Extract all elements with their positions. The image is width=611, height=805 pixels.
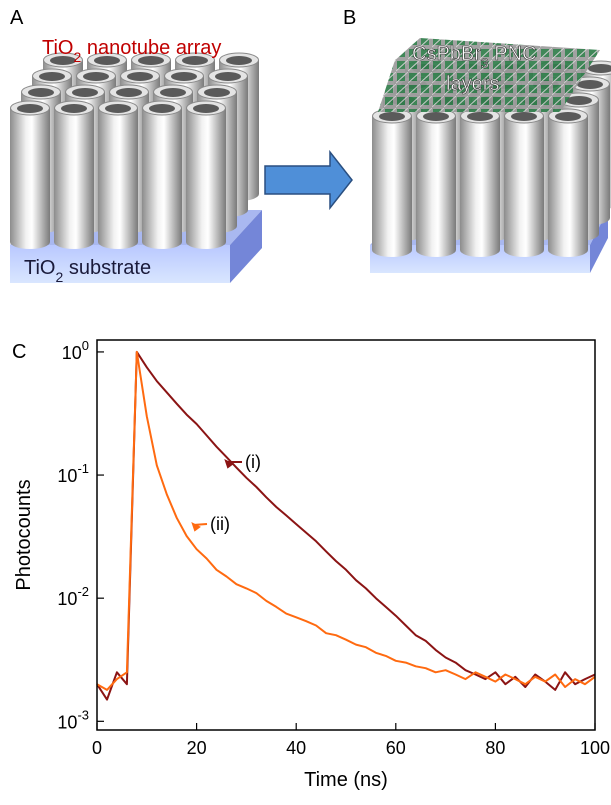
panel-b xyxy=(370,38,611,273)
series-line xyxy=(96,350,596,691)
tick-exponent: 0 xyxy=(82,338,89,353)
substrate-side xyxy=(230,210,262,283)
substrate-label: TiO2 substrate xyxy=(24,257,151,285)
nanotube xyxy=(460,108,500,258)
label-part: nanotube array xyxy=(81,37,221,59)
tick-exponent: -2 xyxy=(77,584,89,599)
label-part: TiO xyxy=(24,257,55,279)
tube-array xyxy=(10,52,259,250)
label-part: CsPbBr xyxy=(412,43,481,65)
layer-label: CsPbBr3 PNC xyxy=(412,43,537,71)
substrate-side xyxy=(590,210,608,273)
plot-frame xyxy=(96,339,596,731)
label-part: layers xyxy=(446,73,499,95)
y-tick-label: 10-3 xyxy=(57,707,89,732)
nanotube xyxy=(10,100,50,250)
label-subscript: 3 xyxy=(481,55,489,71)
series-line xyxy=(96,350,596,701)
label-part: substrate xyxy=(63,257,151,279)
array-label: TiO2 nanotube array xyxy=(42,37,221,65)
x-tick-label: 60 xyxy=(386,738,406,758)
label-part: PNC xyxy=(489,43,537,65)
x-axis-label: Time (ns) xyxy=(304,769,388,791)
tick-base: 10 xyxy=(57,589,77,609)
nanotube xyxy=(142,100,182,250)
y-tick-label: 10-1 xyxy=(57,461,89,486)
y-tick-label: 100 xyxy=(62,338,89,363)
layer-label: layers xyxy=(446,73,499,95)
panel-label: C xyxy=(12,341,26,363)
series-label: (ii) xyxy=(210,514,230,534)
label-subscript: 2 xyxy=(55,269,63,285)
annotation-arrowhead xyxy=(224,459,234,469)
label-part: TiO xyxy=(42,37,73,59)
nanotube xyxy=(548,108,588,258)
nanotube xyxy=(416,108,456,258)
nanotube xyxy=(504,108,544,258)
arrow xyxy=(264,149,353,211)
y-axis-label: Photocounts xyxy=(13,479,35,590)
series-label: (i) xyxy=(245,452,261,472)
nanotube xyxy=(98,100,138,250)
x-tick-label: 40 xyxy=(286,738,306,758)
y-tick-label: 10-2 xyxy=(57,584,89,609)
x-tick-label: 80 xyxy=(485,738,505,758)
tick-exponent: -1 xyxy=(77,461,89,476)
x-tick-label: 0 xyxy=(92,738,102,758)
x-tick-label: 20 xyxy=(187,738,207,758)
panel-label: A xyxy=(10,7,24,29)
x-tick-label: 100 xyxy=(580,738,610,758)
tick-base: 10 xyxy=(57,712,77,732)
tick-base: 10 xyxy=(62,343,82,363)
panel-label: B xyxy=(343,7,356,29)
pnc-layer xyxy=(378,38,600,112)
substrate-front xyxy=(10,245,230,283)
tick-base: 10 xyxy=(57,466,77,486)
nanotube xyxy=(54,100,94,250)
nanotube xyxy=(186,100,226,250)
label-subscript: 2 xyxy=(73,49,81,65)
nanotube xyxy=(372,108,412,258)
panel-a xyxy=(10,52,262,283)
annotation-arrowhead xyxy=(191,522,201,532)
tick-exponent: -3 xyxy=(77,707,89,722)
